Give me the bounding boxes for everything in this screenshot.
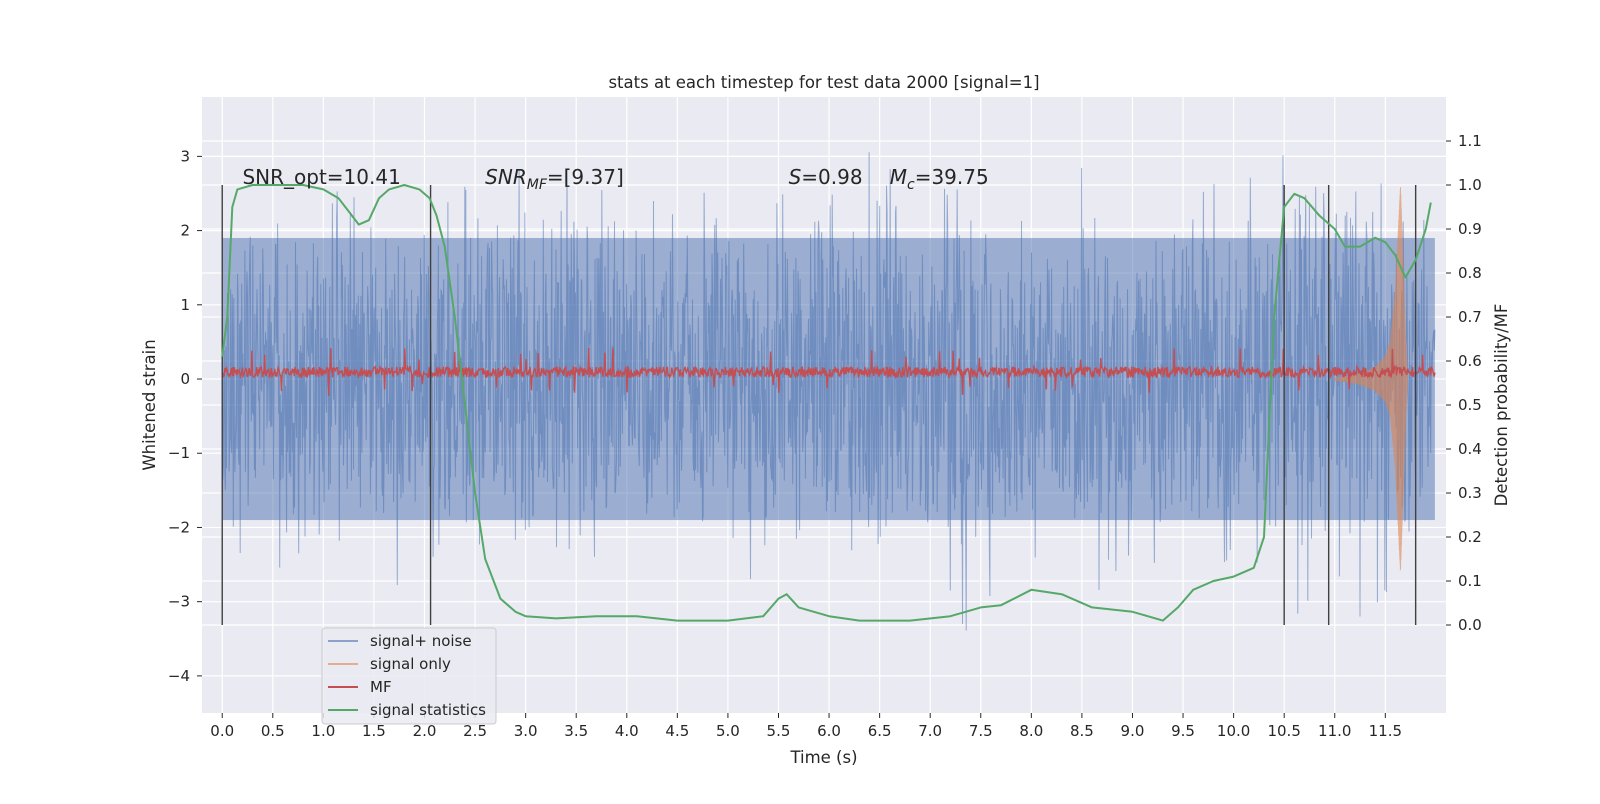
- x-tick-label: 3.5: [564, 722, 588, 740]
- x-tick-labels: 0.0 0.5 1.0 1.5 2.0 2.5 3.0 3.5 4.0 4.5 5.0 5.5 6.0 6…: [210, 713, 1402, 740]
- signal-plus-noise-core: [222, 238, 1435, 521]
- x-tick-label: 0.0: [210, 722, 234, 740]
- legend-label-signal-statistics: signal statistics: [370, 701, 486, 719]
- legend-box: [321, 627, 497, 725]
- x-tick-label: 4.0: [615, 722, 639, 740]
- signal-statistics-line: [221, 184, 1432, 622]
- y2-tick-label: 0.4: [1458, 440, 1482, 458]
- annotations: SNR_opt=10.41 SNRMF=[9.37] S=0.98 Mc=39.75: [242, 165, 988, 193]
- x-tick-label: 11.5: [1369, 722, 1402, 740]
- x-tick-label: 2.0: [413, 722, 437, 740]
- signal-only-series: [1334, 187, 1409, 571]
- y2-tick-label: 0.6: [1458, 352, 1482, 370]
- x-tick-label: 5.5: [767, 722, 791, 740]
- x-tick-label: 3.0: [514, 722, 538, 740]
- signal-only-line: [1334, 187, 1409, 571]
- y-tick-label: 2: [180, 222, 190, 240]
- y-tick-label: −1: [168, 444, 190, 462]
- x-tick-label: 9.5: [1171, 722, 1195, 740]
- x-tick-label: 10.0: [1217, 722, 1250, 740]
- annotation-text: Mc=39.75: [890, 165, 989, 193]
- y-axis-label: Whitened strain: [140, 339, 159, 470]
- y-tick-label: −4: [168, 667, 190, 685]
- y2-tick-label: 0.5: [1458, 396, 1482, 414]
- y2-tick-label: 0.0: [1458, 616, 1482, 634]
- y2-tick-label: 1.0: [1458, 176, 1482, 194]
- annotation-text: SNR_opt=10.41: [242, 165, 400, 189]
- y2-tick-labels: 0.0 0.1 0.2 0.3 0.4 0.5 0.6 0.7 0.8 0.9 1.0 1.1: [1446, 132, 1482, 634]
- x-tick-label: 7.0: [918, 722, 942, 740]
- x-tick-label: 0.5: [261, 722, 285, 740]
- x-tick-label: 8.0: [1019, 722, 1043, 740]
- legend-label-signal-noise: signal+ noise: [370, 632, 472, 650]
- x-tick-label: 2.5: [463, 722, 487, 740]
- signal-plus-noise-series: [221, 152, 1436, 631]
- y2-tick-label: 1.1: [1458, 132, 1482, 150]
- x-tick-label: 6.0: [817, 722, 841, 740]
- y-tick-label: −3: [168, 593, 190, 611]
- data-layer: [221, 152, 1436, 631]
- x-tick-label: 1.0: [311, 722, 335, 740]
- y2-tick-label: 0.8: [1458, 264, 1482, 282]
- y2-tick-label: 0.9: [1458, 220, 1482, 238]
- x-tick-label: 6.5: [868, 722, 892, 740]
- x-tick-label: 1.5: [362, 722, 386, 740]
- mf-series: [221, 347, 1436, 396]
- annotation-text: SNRMF=[9.37]: [485, 165, 624, 193]
- y2-axis-label: Detection probability/MF: [1492, 304, 1511, 507]
- x-tick-label: 4.5: [665, 722, 689, 740]
- annotation-text: S=0.98: [789, 165, 863, 189]
- legend: signal+ noise signal only MF signal stat…: [321, 627, 497, 725]
- y-tick-label: 0: [180, 370, 190, 388]
- y2-tick-label: 0.7: [1458, 308, 1482, 326]
- signal-statistics-series: [221, 184, 1432, 622]
- chart-title: stats at each timestep for test data 200…: [608, 73, 1039, 92]
- x-tick-label: 11.0: [1318, 722, 1351, 740]
- mf-line: [221, 347, 1436, 396]
- x-tick-label: 7.5: [969, 722, 993, 740]
- x-axis-label: Time (s): [789, 748, 857, 767]
- legend-label-mf: MF: [370, 678, 392, 696]
- y2-tick-label: 0.2: [1458, 528, 1482, 546]
- x-tick-label: 8.5: [1070, 722, 1094, 740]
- y-tick-labels: −4 −3 −2 −1 0 1 2 3: [168, 147, 202, 685]
- y-tick-label: 3: [180, 147, 190, 165]
- x-tick-label: 5.0: [716, 722, 740, 740]
- legend-label-signal-only: signal only: [370, 655, 451, 673]
- y2-tick-label: 0.3: [1458, 484, 1482, 502]
- x-tick-label: 9.0: [1121, 722, 1145, 740]
- y-tick-label: 1: [180, 296, 190, 314]
- y-tick-label: −2: [168, 518, 190, 536]
- y2-tick-label: 0.1: [1458, 572, 1482, 590]
- x-tick-label: 10.5: [1267, 722, 1300, 740]
